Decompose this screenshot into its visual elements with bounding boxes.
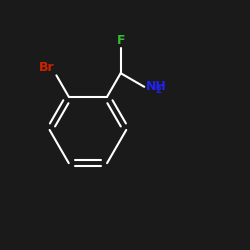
Text: F: F	[116, 34, 125, 46]
Text: Br: Br	[39, 61, 54, 74]
Text: NH: NH	[146, 80, 166, 93]
Text: 2: 2	[156, 86, 162, 94]
